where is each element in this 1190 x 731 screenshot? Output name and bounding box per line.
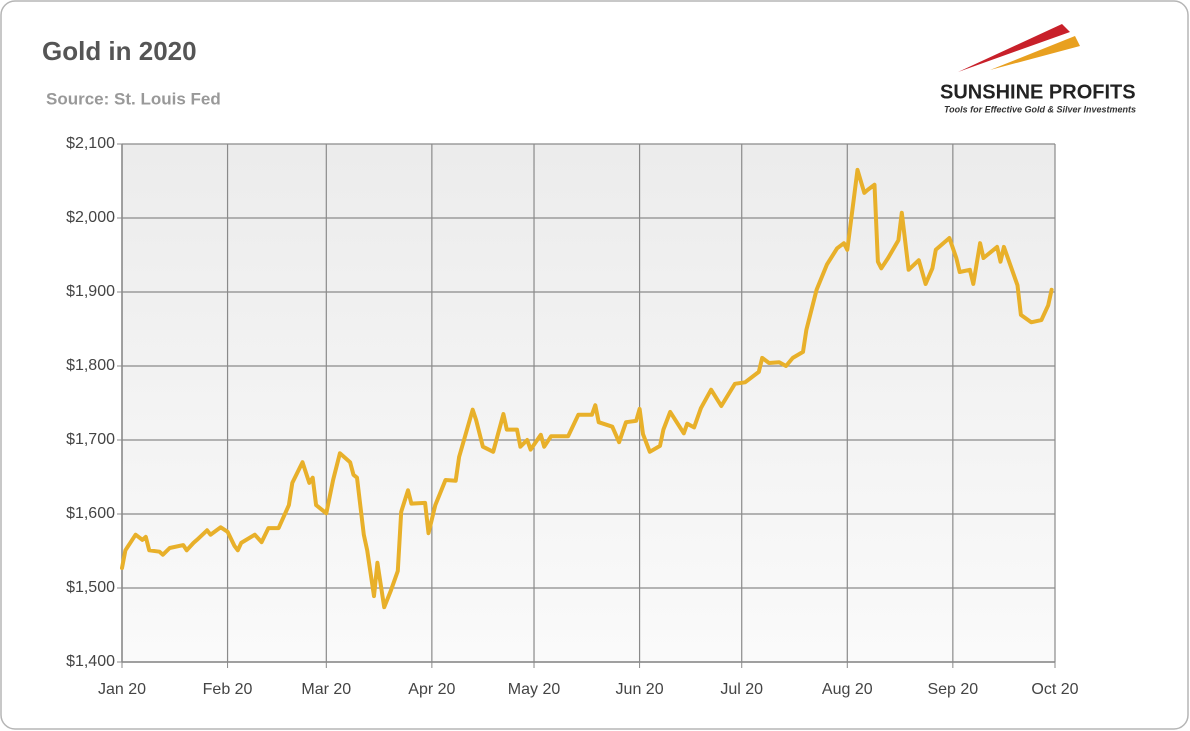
- x-tick-label: Mar 20: [301, 681, 351, 698]
- y-tick-label: $1,900: [66, 283, 115, 300]
- x-tick-label: Feb 20: [203, 681, 253, 698]
- y-tick-label: $2,100: [66, 135, 115, 152]
- x-tick-label: Jun 20: [616, 681, 664, 698]
- logo-tagline: Tools for Effective Gold & Silver Invest…: [944, 104, 1136, 114]
- chart-subtitle: Source: St. Louis Fed: [46, 89, 221, 108]
- x-tick-label: May 20: [508, 681, 561, 698]
- y-tick-label: $2,000: [66, 209, 115, 226]
- y-tick-label: $1,700: [66, 431, 115, 448]
- plot-area: [122, 144, 1055, 662]
- x-tick-label: Apr 20: [408, 681, 455, 698]
- logo-swoosh: [958, 24, 1070, 72]
- price-line: [120, 167, 1054, 610]
- logo-name: SUNSHINE PROFITS: [940, 81, 1136, 103]
- logo: SUNSHINE PROFITS Tools for Effective Gol…: [940, 24, 1136, 114]
- logo-swoosh: [990, 36, 1080, 70]
- x-tick-label: Aug 20: [822, 681, 873, 698]
- x-tick-label: Jul 20: [720, 681, 763, 698]
- y-tick-label: $1,500: [66, 579, 115, 596]
- chart-title: Gold in 2020: [42, 36, 197, 66]
- y-tick-label: $1,800: [66, 357, 115, 374]
- y-tick-label: $1,400: [66, 653, 115, 670]
- x-tick-label: Oct 20: [1031, 681, 1078, 698]
- y-tick-label: $1,600: [66, 505, 115, 522]
- x-tick-label: Sep 20: [927, 681, 978, 698]
- x-tick-label: Jan 20: [98, 681, 146, 698]
